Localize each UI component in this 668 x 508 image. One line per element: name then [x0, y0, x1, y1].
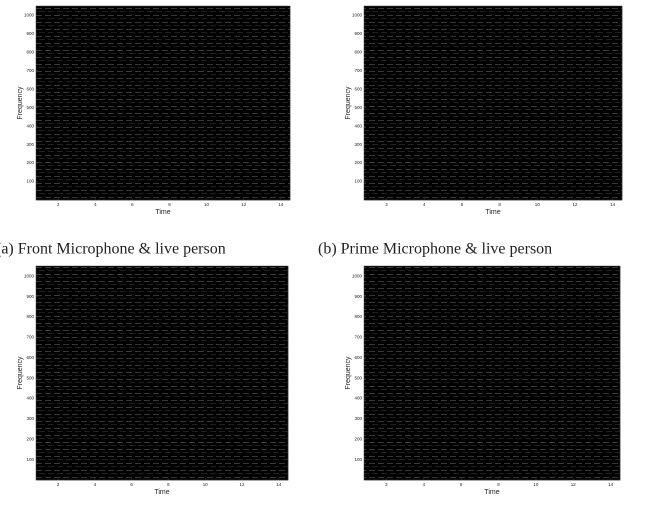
x-tick-label: 8 [168, 202, 171, 207]
x-axis-label: Time [155, 209, 170, 216]
y-tick-label: 500 [354, 375, 362, 380]
y-tick-label: 700 [354, 335, 362, 340]
y-tick-label: 300 [26, 416, 34, 421]
plot-frame [35, 5, 291, 201]
y-tick-label: 100 [354, 179, 362, 184]
y-tick-label: 700 [354, 68, 362, 73]
x-tick-label: 6 [131, 202, 134, 207]
x-tick-label: 14 [608, 482, 614, 487]
x-tick-label: 10 [533, 482, 539, 487]
x-tick-label: 12 [241, 202, 247, 207]
y-tick-label: 400 [26, 396, 34, 401]
y-tick-label: 400 [354, 123, 362, 128]
texture [36, 6, 290, 200]
x-axis-label: Time [485, 209, 500, 216]
y-tick-label: 100 [26, 179, 34, 184]
x-tick-label: 2 [57, 202, 60, 207]
y-tick-label: 900 [354, 31, 362, 36]
y-tick-label: 200 [26, 160, 34, 165]
y-tick-label: 300 [354, 142, 362, 147]
y-tick-label: 800 [354, 314, 362, 319]
x-tick-label: 12 [572, 202, 578, 207]
plot-frame [363, 265, 621, 481]
y-tick-label: 500 [26, 375, 34, 380]
y-tick-label: 200 [26, 436, 34, 441]
y-tick-label: 500 [354, 105, 362, 110]
y-tick-label: 700 [26, 335, 34, 340]
y-tick-label: 400 [354, 396, 362, 401]
x-tick-label: 12 [571, 482, 577, 487]
x-tick-label: 14 [276, 482, 282, 487]
x-tick-label: 14 [610, 202, 616, 207]
y-tick-label: 100 [354, 457, 362, 462]
x-tick-label: 6 [460, 482, 463, 487]
x-tick-label: 4 [423, 202, 426, 207]
y-tick-label: 1000 [24, 273, 35, 278]
x-tick-label: 8 [497, 482, 500, 487]
y-tick-label: 1000 [24, 12, 35, 17]
x-tick-label: 4 [423, 482, 426, 487]
y-axis-label: Frequency [17, 86, 24, 120]
texture [36, 266, 288, 480]
y-tick-label: 900 [26, 31, 34, 36]
x-tick-label: 8 [167, 482, 170, 487]
y-tick-label: 600 [354, 86, 362, 91]
x-tick-label: 2 [57, 482, 60, 487]
caption: (a) Front Microphone & live person [0, 241, 226, 258]
x-axis-label: Time [484, 489, 499, 496]
x-tick-label: 2 [385, 202, 388, 207]
y-tick-label: 800 [26, 314, 34, 319]
y-tick-label: 900 [26, 294, 34, 299]
x-axis-label: Time [154, 489, 169, 496]
x-tick-label: 14 [278, 202, 284, 207]
y-axis-label: Frequency [345, 356, 352, 390]
y-tick-label: 1000 [352, 12, 363, 17]
y-tick-label: 900 [354, 294, 362, 299]
plot-frame [35, 265, 289, 481]
y-tick-label: 700 [26, 68, 34, 73]
y-tick-label: 400 [26, 123, 34, 128]
y-tick-label: 800 [354, 49, 362, 54]
x-tick-label: 10 [204, 202, 210, 207]
y-tick-label: 300 [26, 142, 34, 147]
x-tick-label: 6 [461, 202, 464, 207]
y-tick-label: 1000 [352, 273, 363, 278]
x-tick-label: 10 [203, 482, 209, 487]
y-axis-label: Frequency [345, 86, 352, 120]
y-tick-label: 200 [354, 436, 362, 441]
y-tick-label: 100 [26, 457, 34, 462]
y-tick-label: 800 [26, 49, 34, 54]
plot-frame [363, 5, 623, 201]
y-tick-label: 600 [26, 86, 34, 91]
x-tick-label: 10 [535, 202, 541, 207]
x-tick-label: 2 [385, 482, 388, 487]
y-axis-label: Frequency [17, 356, 24, 390]
y-tick-label: 200 [354, 160, 362, 165]
x-tick-label: 12 [240, 482, 246, 487]
x-tick-label: 8 [498, 202, 501, 207]
y-tick-label: 500 [26, 105, 34, 110]
x-tick-label: 4 [94, 482, 97, 487]
y-tick-label: 600 [354, 355, 362, 360]
x-tick-label: 6 [130, 482, 133, 487]
y-tick-label: 300 [354, 416, 362, 421]
caption: (b) Prime Microphone & live person [318, 241, 552, 258]
texture [364, 266, 620, 480]
x-tick-label: 4 [94, 202, 97, 207]
texture [364, 6, 622, 200]
y-tick-label: 600 [26, 355, 34, 360]
